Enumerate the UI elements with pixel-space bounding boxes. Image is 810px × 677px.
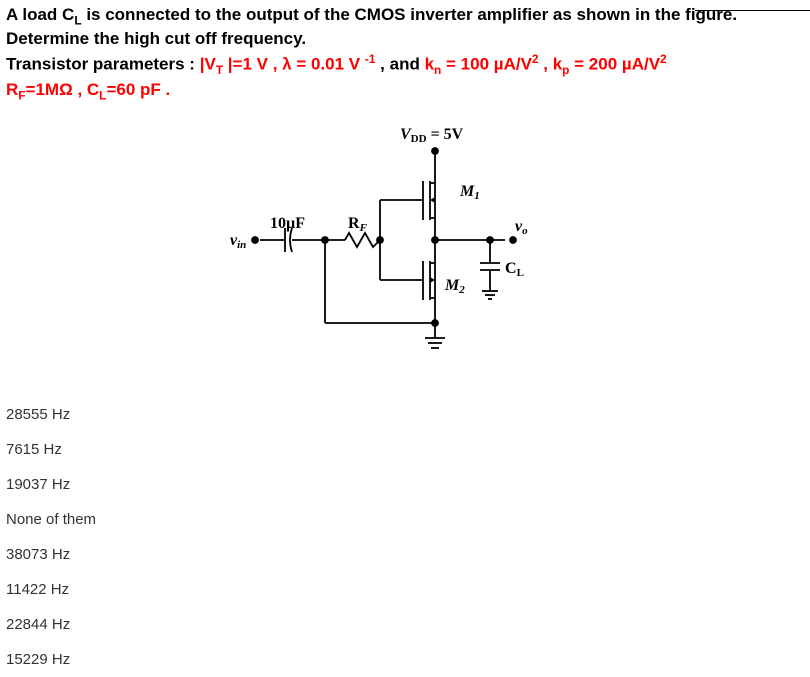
text: 2	[660, 52, 667, 66]
svg-text:CL: CL	[505, 260, 524, 279]
text: =60 pF .	[106, 80, 170, 99]
answer-option[interactable]: 28555 Hz	[6, 397, 810, 432]
answer-option[interactable]: 7615 Hz	[6, 432, 810, 467]
text: , k	[539, 55, 563, 74]
answer-options: 28555 Hz 7615 Hz 19037 Hz None of them 3…	[0, 393, 810, 677]
svg-text:vin: vin	[230, 232, 246, 251]
question-line1: A load CL is connected to the output of …	[6, 4, 802, 28]
text: A load C	[6, 5, 74, 24]
text: is connected to the output of the CMOS i…	[82, 5, 738, 24]
text: -1	[365, 52, 376, 66]
text: |V	[200, 55, 216, 74]
text: k	[425, 55, 434, 74]
text: = 100 µA/V	[441, 55, 532, 74]
circuit-figure: VDD = 5V vin 10µF RF M1 M2 vo CL	[0, 123, 810, 393]
circuit-svg: VDD = 5V vin 10µF RF M1 M2 vo CL	[230, 123, 590, 383]
text: 2	[532, 52, 539, 66]
text: , and	[375, 55, 424, 74]
question-line4: RF=1MΩ , CL=60 pF .	[6, 79, 802, 103]
text: = 200 µA/V	[569, 55, 660, 74]
text: F	[18, 88, 25, 102]
text: L	[74, 13, 81, 27]
question-text: A load CL is connected to the output of …	[0, 0, 810, 103]
svg-text:RF: RF	[348, 215, 368, 234]
answer-option[interactable]: 22844 Hz	[6, 607, 810, 642]
answer-option[interactable]: 15229 Hz	[6, 642, 810, 677]
svg-text:VDD = 5V: VDD = 5V	[400, 126, 464, 145]
svg-text:M1: M1	[459, 183, 480, 202]
answer-option[interactable]: 38073 Hz	[6, 537, 810, 572]
strike-through-line	[695, 10, 810, 11]
text: Transistor parameters :	[6, 55, 200, 74]
text: =1MΩ , C	[26, 80, 100, 99]
answer-option[interactable]: 11422 Hz	[6, 572, 810, 607]
svg-text:10µF: 10µF	[270, 215, 305, 232]
question-line2: Determine the high cut off frequency.	[6, 28, 802, 51]
svg-text:M2: M2	[444, 277, 465, 296]
svg-text:vo: vo	[515, 218, 528, 237]
text: R	[6, 80, 18, 99]
question-line3: Transistor parameters : |VT |=1 V , λ = …	[6, 51, 802, 78]
text: T	[216, 63, 223, 77]
text: |=1 V , λ = 0.01 V	[223, 55, 365, 74]
answer-option[interactable]: None of them	[6, 502, 810, 537]
answer-option[interactable]: 19037 Hz	[6, 467, 810, 502]
